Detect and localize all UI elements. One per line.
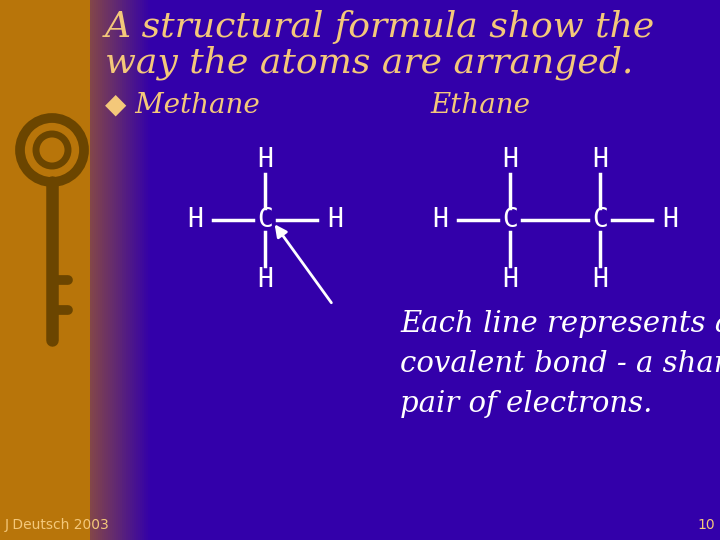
- Text: 10: 10: [698, 518, 715, 532]
- Text: H: H: [592, 267, 608, 293]
- Bar: [126, 0, 128, 540]
- Bar: [118, 0, 120, 540]
- Bar: [124, 0, 126, 540]
- Text: Ethane: Ethane: [430, 92, 530, 119]
- Bar: [102, 0, 104, 540]
- Bar: [136, 0, 138, 540]
- Text: H: H: [592, 147, 608, 173]
- Bar: [122, 0, 124, 540]
- Text: J Deutsch 2003: J Deutsch 2003: [5, 518, 109, 532]
- Bar: [146, 0, 148, 540]
- Bar: [106, 0, 108, 540]
- Text: C: C: [257, 207, 273, 233]
- Text: C: C: [592, 207, 608, 233]
- Bar: [130, 0, 132, 540]
- Bar: [112, 0, 114, 540]
- Bar: [94, 0, 96, 540]
- Bar: [92, 0, 94, 540]
- Bar: [138, 0, 140, 540]
- Text: H: H: [432, 207, 448, 233]
- Bar: [0, 0, 90, 540]
- Text: C: C: [502, 207, 518, 233]
- Bar: [128, 0, 130, 540]
- Text: Each line represents a
covalent bond - a shared
pair of electrons.: Each line represents a covalent bond - a…: [400, 310, 720, 418]
- Bar: [114, 0, 116, 540]
- Bar: [90, 0, 92, 540]
- Text: ◆ Methane: ◆ Methane: [105, 92, 260, 119]
- Text: H: H: [327, 207, 343, 233]
- Bar: [148, 0, 150, 540]
- Text: H: H: [257, 267, 273, 293]
- Bar: [110, 0, 112, 540]
- Bar: [96, 0, 98, 540]
- Bar: [98, 0, 100, 540]
- Text: H: H: [257, 147, 273, 173]
- Bar: [142, 0, 144, 540]
- Text: H: H: [662, 207, 678, 233]
- Bar: [116, 0, 118, 540]
- Text: way the atoms are arranged.: way the atoms are arranged.: [105, 45, 634, 79]
- Bar: [134, 0, 136, 540]
- Bar: [100, 0, 102, 540]
- Bar: [108, 0, 110, 540]
- Bar: [132, 0, 134, 540]
- Bar: [104, 0, 106, 540]
- Bar: [140, 0, 142, 540]
- Text: H: H: [502, 267, 518, 293]
- Text: H: H: [502, 147, 518, 173]
- Bar: [144, 0, 146, 540]
- Text: H: H: [187, 207, 203, 233]
- Text: A structural formula show the: A structural formula show the: [105, 10, 655, 44]
- Bar: [120, 0, 122, 540]
